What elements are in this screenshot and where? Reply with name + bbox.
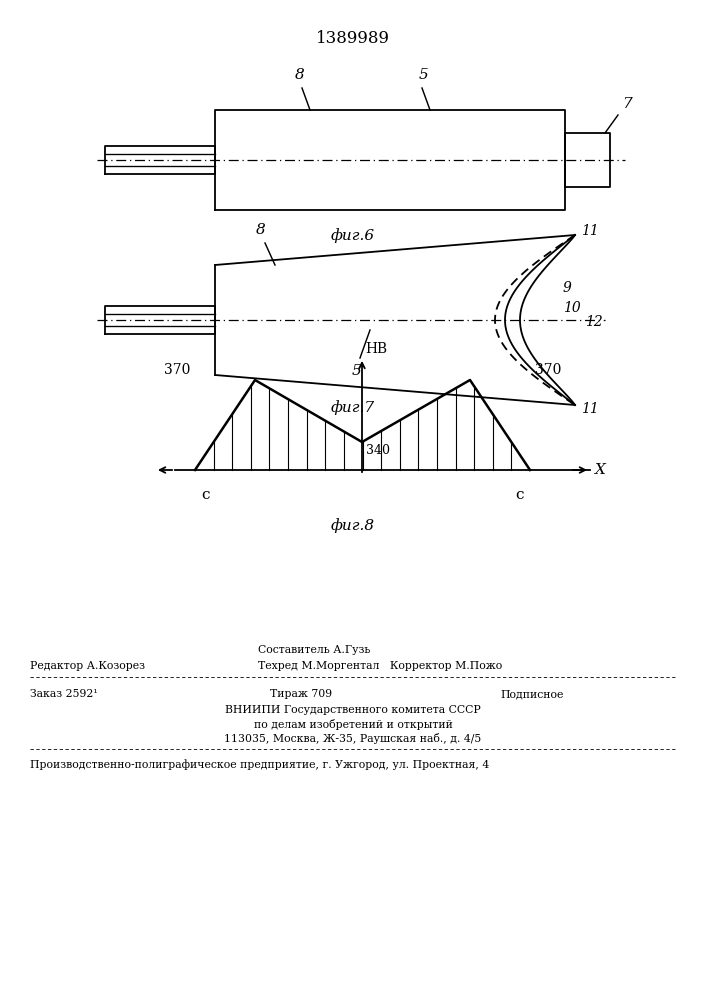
Text: НВ: НВ — [365, 342, 387, 356]
Text: 8: 8 — [295, 68, 305, 82]
Text: 7: 7 — [622, 97, 632, 111]
Text: Составитель А.Гузь: Составитель А.Гузь — [258, 645, 370, 655]
Text: Редактор А.Козорез: Редактор А.Козорез — [30, 661, 145, 671]
Text: фиг.8: фиг.8 — [331, 518, 375, 533]
Text: с: с — [515, 488, 525, 502]
Text: 10: 10 — [563, 301, 580, 315]
Text: по делам изобретений и открытий: по делам изобретений и открытий — [254, 719, 452, 730]
Text: фиг.6: фиг.6 — [331, 228, 375, 243]
Text: Производственно-полиграфическое предприятие, г. Ужгород, ул. Проектная, 4: Производственно-полиграфическое предприя… — [30, 759, 489, 770]
Text: с: с — [201, 488, 209, 502]
Text: ВНИИПИ Государственного комитета СССР: ВНИИПИ Государственного комитета СССР — [225, 705, 481, 715]
Text: 5: 5 — [419, 68, 429, 82]
Text: фиг.7: фиг.7 — [331, 400, 375, 415]
Text: Заказ 2592¹: Заказ 2592¹ — [30, 689, 98, 699]
Text: 370: 370 — [535, 363, 561, 377]
Text: X: X — [595, 463, 606, 477]
Text: Подписное: Подписное — [500, 689, 563, 699]
Text: 11: 11 — [581, 402, 599, 416]
Text: 370: 370 — [163, 363, 190, 377]
Text: 12: 12 — [585, 315, 603, 329]
Text: 9: 9 — [563, 281, 572, 295]
Text: 5: 5 — [352, 364, 362, 378]
Text: 340: 340 — [366, 444, 390, 457]
Text: 11: 11 — [581, 224, 599, 238]
Text: Техред М.Моргентал   Корректор М.Пожо: Техред М.Моргентал Корректор М.Пожо — [258, 661, 502, 671]
Text: 113035, Москва, Ж-35, Раушская наб., д. 4/5: 113035, Москва, Ж-35, Раушская наб., д. … — [224, 733, 481, 744]
Text: 8: 8 — [256, 223, 266, 237]
Text: 1389989: 1389989 — [316, 30, 390, 47]
Text: Тираж 709: Тираж 709 — [270, 689, 332, 699]
